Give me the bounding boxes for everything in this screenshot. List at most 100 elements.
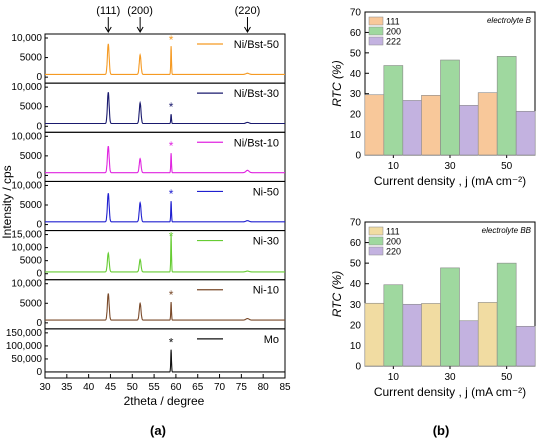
bar-y-tick-label: 60: [350, 238, 362, 249]
xrd-y-tick-label: 10,000: [11, 180, 42, 191]
xrd-x-tick-label: 75: [236, 382, 248, 393]
xrd-x-tick-label: 30: [39, 382, 51, 393]
xrd-legend-label: Ni/Bst-10: [234, 137, 279, 149]
bar-220: [402, 303, 423, 367]
bar-y-tick-label: 70: [350, 8, 362, 19]
xrd-legend-label: Ni/Bst-30: [234, 88, 279, 100]
peak-label: (220): [235, 5, 261, 17]
bar-legend-swatch: [368, 36, 384, 46]
bar-200: [440, 59, 460, 156]
xrd-x-tick-label: 60: [170, 382, 182, 393]
electrolyte-annotation: electrolyte B: [487, 16, 532, 25]
xrd-y-tick-label: 10,000: [11, 279, 42, 290]
bar-legend-label: 200: [386, 27, 401, 37]
bar-220: [515, 325, 536, 367]
bar-111: [421, 95, 441, 156]
bar-legend-label: 200: [386, 237, 401, 247]
bar-legend-label: 111: [386, 227, 400, 237]
xrd-pattern-line: [45, 349, 285, 373]
xrd-x-tick-label: 40: [83, 382, 95, 393]
bar-y-tick-label: 30: [350, 89, 362, 100]
bar-x-tick-label: 30: [444, 372, 456, 383]
xrd-pattern-line: [45, 43, 285, 75]
peak-star-marker: *: [169, 187, 174, 201]
xrd-panel-frame: [44, 279, 286, 330]
bar-y-tick-label: 20: [350, 320, 362, 331]
xrd-x-tick-label: 65: [192, 382, 204, 393]
bar-y-tick-label: 50: [350, 259, 362, 270]
bar-y-axis-label: RTC (%): [330, 60, 344, 106]
bar-legend-swatch: [368, 236, 384, 246]
bar-x-tick-label: 50: [501, 372, 513, 383]
xrd-y-tick-label: 0: [36, 318, 42, 329]
xrd-x-tick-label: 55: [149, 382, 161, 393]
xrd-y-tick-label: 10,000: [11, 131, 42, 142]
bar-x-axis-label: Current density , j (mA cm⁻²): [374, 174, 526, 188]
xrd-y-tick-label: 5000: [20, 256, 43, 267]
xrd-legend-label: Ni/Bst-50: [234, 39, 279, 51]
xrd-legend-label: Ni-30: [253, 236, 279, 248]
xrd-pattern-line: [45, 92, 285, 125]
peak-arrow-head: [244, 26, 251, 33]
peak-star-marker: *: [169, 33, 174, 47]
bar-111: [364, 302, 385, 367]
xrd-y-tick-label: 50,000: [11, 354, 42, 365]
bar-222: [459, 105, 479, 156]
bar-x-axis-label: Current density , j (mA cm⁻²): [374, 385, 526, 399]
bar-legend-swatch: [368, 26, 384, 36]
peak-star-marker: *: [169, 336, 174, 350]
xrd-y-tick-label: 5000: [20, 298, 43, 309]
xrd-y-tick-label: 0: [36, 269, 42, 280]
xrd-x-tick-label: 80: [258, 382, 270, 393]
bar-y-tick-label: 70: [350, 218, 362, 229]
xrd-x-tick-label: 70: [214, 382, 226, 393]
xrd-x-tick-label: 45: [105, 382, 117, 393]
electrolyte-annotation: electrolyte BB: [482, 226, 532, 235]
bar-legend-label: 220: [386, 247, 401, 257]
xrd-y-tick-label: 0: [36, 367, 42, 378]
xrd-legend-label: Ni-10: [253, 285, 279, 297]
xrd-x-tick-label: 50: [127, 382, 139, 393]
bar-legend-label: 222: [386, 37, 401, 47]
peak-star-marker: *: [169, 288, 174, 302]
xrd-panel-frame: [44, 328, 286, 379]
bar-x-tick-label: 50: [501, 161, 513, 172]
bar-legend-label: 111: [386, 17, 400, 27]
xrd-panel-frame: [44, 180, 286, 232]
bar-220: [459, 320, 479, 367]
xrd-y-tick-label: 150,000: [6, 328, 43, 339]
xrd-y-tick-label: 5000: [20, 53, 43, 64]
xrd-y-tick-label: 5000: [20, 200, 43, 211]
xrd-pattern-line: [45, 235, 285, 273]
xrd-legend-label: Mo: [264, 334, 279, 346]
xrd-y-axis-label: Intensity / cps: [0, 165, 14, 238]
peak-arrow-head: [104, 26, 112, 33]
peak-star-marker: *: [169, 100, 174, 114]
peak-label: (111): [96, 5, 120, 17]
peak-star-marker: *: [169, 139, 174, 153]
bar-x-tick-label: 30: [444, 161, 456, 172]
panel-b-label: (b): [433, 423, 450, 438]
bar-y-tick-label: 20: [350, 110, 362, 121]
bar-legend-swatch: [368, 226, 384, 236]
xrd-y-tick-label: 10,000: [11, 33, 42, 44]
bar-y-tick-label: 10: [350, 130, 362, 141]
bar-y-tick-label: 0: [355, 151, 361, 162]
bar-y-tick-label: 10: [350, 341, 362, 352]
xrd-y-tick-label: 0: [36, 220, 42, 231]
xrd-x-axis-label: 2theta / degree: [124, 394, 205, 408]
xrd-y-tick-label: 5000: [20, 102, 43, 113]
xrd-pattern-line: [45, 293, 285, 321]
xrd-y-tick-label: 10,000: [11, 243, 42, 254]
bar-200: [383, 65, 404, 156]
bar-y-tick-label: 60: [350, 28, 362, 39]
bar-111: [364, 94, 385, 156]
xrd-pattern-line: [45, 193, 285, 223]
peak-label: (200): [127, 5, 153, 17]
xrd-legend-label: Ni-50: [253, 186, 279, 198]
xrd-y-tick-label: 5000: [20, 151, 43, 162]
bar-y-axis-label: RTC (%): [330, 271, 344, 317]
bar-111: [477, 92, 498, 156]
peak-star-marker: *: [169, 230, 174, 244]
